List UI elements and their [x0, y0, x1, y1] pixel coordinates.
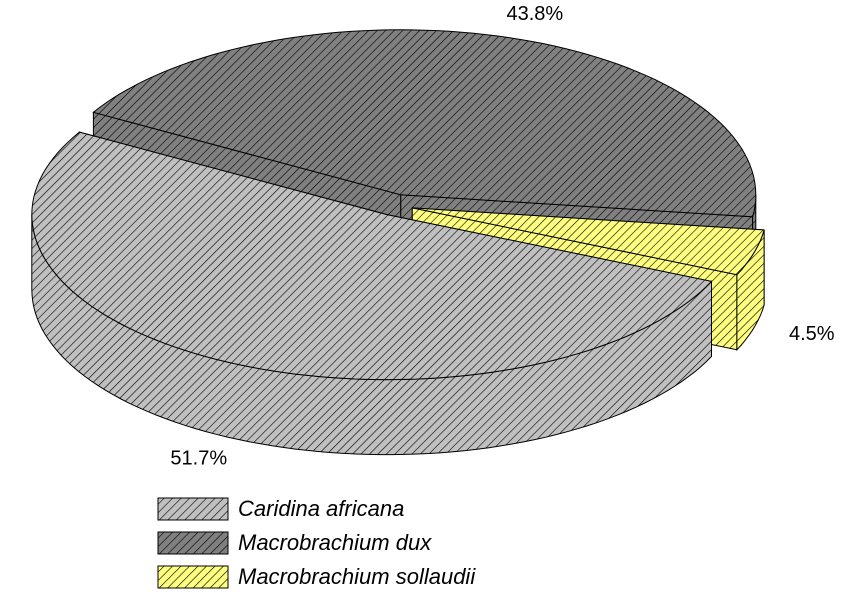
legend-label: Macrobrachium dux — [238, 530, 432, 555]
slice — [31, 131, 713, 381]
legend-label: Caridina africana — [238, 496, 404, 521]
data-label: 4.5% — [789, 323, 835, 345]
legend-swatch — [157, 531, 229, 555]
legend-label: Macrobrachium sollaudii — [238, 564, 476, 589]
slice — [412, 207, 765, 276]
data-label: 51.7% — [170, 448, 227, 470]
legend-swatch — [157, 497, 229, 521]
slice — [92, 29, 757, 218]
legend-swatch — [157, 565, 229, 589]
data-label: 43.8% — [507, 3, 564, 25]
